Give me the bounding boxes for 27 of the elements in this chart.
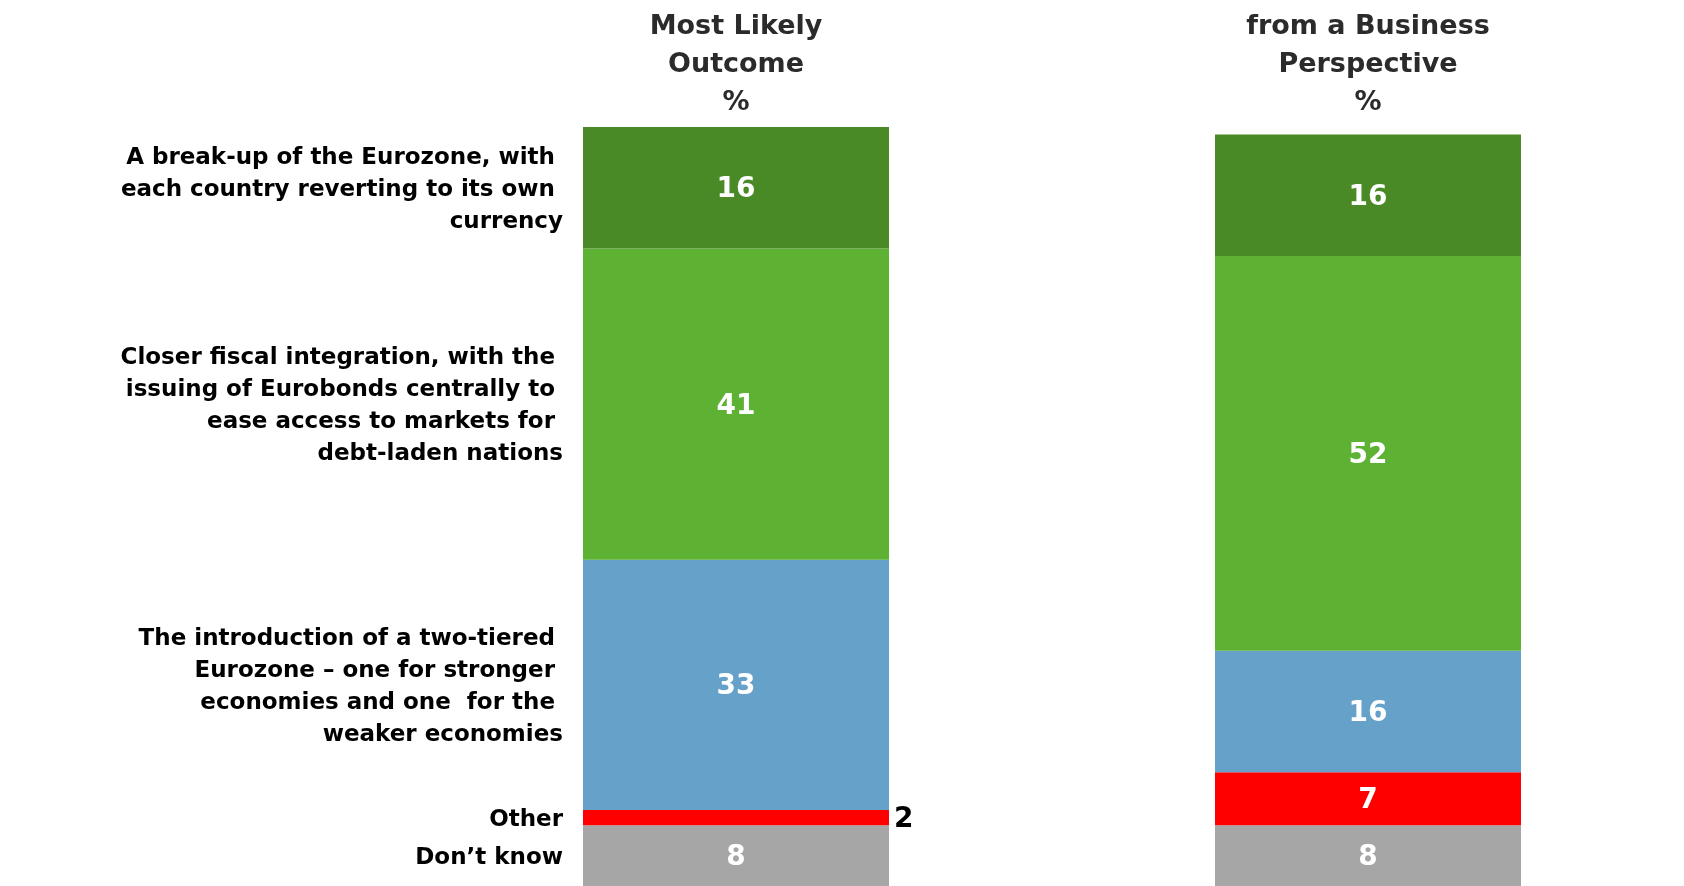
x-tick-label: Most Likely Outcome % [649,8,823,116]
data-label: 8 [1358,839,1378,873]
series-label: Other [489,804,564,831]
bar [1215,650,1521,773]
series-label: Don’t know [415,842,563,869]
bar [583,825,889,886]
bar [1215,825,1521,886]
bar [1215,772,1521,826]
data-label: 33 [716,668,756,702]
data-label: 52 [1348,436,1388,470]
bar [1215,256,1521,651]
data-label: 7 [1358,782,1378,816]
data-label: 16 [716,171,756,205]
x-tick-label: from a Business Perspective % [1246,8,1490,116]
bar [583,559,889,811]
series-label: The introduction of a two-tiered Eurozone – one for stronger economies and one for the weaker economies [138,623,563,746]
data-label: 8 [726,839,746,873]
data-label: 16 [1348,178,1388,212]
data-label: 2 [894,801,914,835]
bar [1215,134,1521,257]
data-label: 16 [1348,694,1388,728]
data-label: 41 [716,387,756,421]
bar [583,248,889,560]
bar [583,127,889,249]
series-label: Closer fiscal integration, with the issuing of Eurobonds centrally to ease access to markets for debt-laden nations [120,343,563,466]
bar [583,810,889,826]
series-label: A break-up of the Eurozone, with each country reverting to its own currency [120,142,563,233]
